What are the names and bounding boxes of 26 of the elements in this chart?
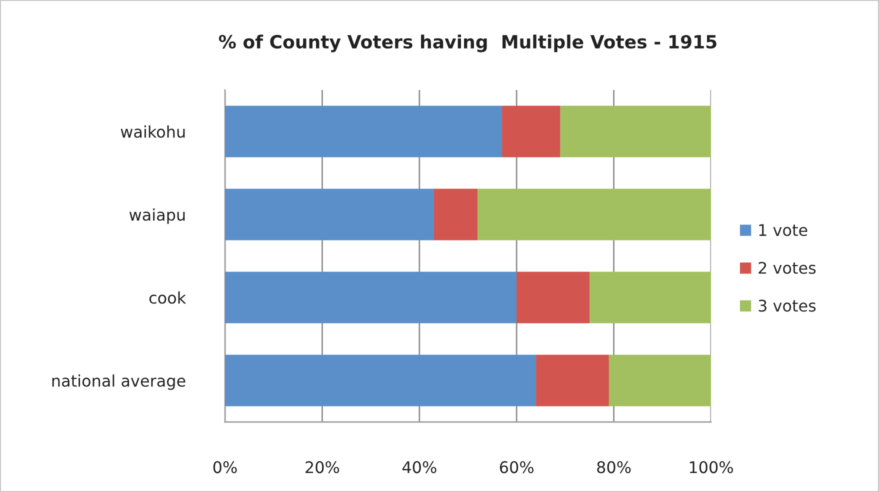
bar — [225, 188, 434, 240]
x-tick-label: 40% — [402, 461, 436, 474]
legend-label: 1 vote — [759, 224, 808, 236]
x-tick-label: 80% — [597, 461, 631, 474]
x-tick-label: 60% — [500, 461, 534, 474]
bar — [536, 354, 609, 406]
bar — [434, 188, 478, 240]
bar — [225, 354, 536, 406]
y-tick-label: national average — [52, 374, 186, 390]
x-tick-label: 20% — [306, 461, 340, 474]
x-tick-label: 0% — [213, 461, 237, 474]
y-tick-label: waiapu — [129, 208, 185, 224]
bar — [225, 106, 502, 158]
bar — [478, 188, 711, 240]
legend-label: 2 votes — [758, 262, 816, 274]
bar — [608, 354, 711, 406]
y-tick-label: cook — [149, 291, 186, 304]
chart-title: % of County Voters having Multiple Votes - 1915 — [218, 34, 716, 52]
bar — [225, 272, 517, 324]
bar — [560, 106, 711, 158]
y-tick-label: waikohu — [120, 125, 185, 138]
bar — [516, 272, 590, 324]
bar — [590, 272, 711, 324]
legend-label: 3 votes — [758, 300, 816, 312]
x-tick-label: 100% — [690, 461, 733, 474]
bar — [502, 106, 560, 158]
